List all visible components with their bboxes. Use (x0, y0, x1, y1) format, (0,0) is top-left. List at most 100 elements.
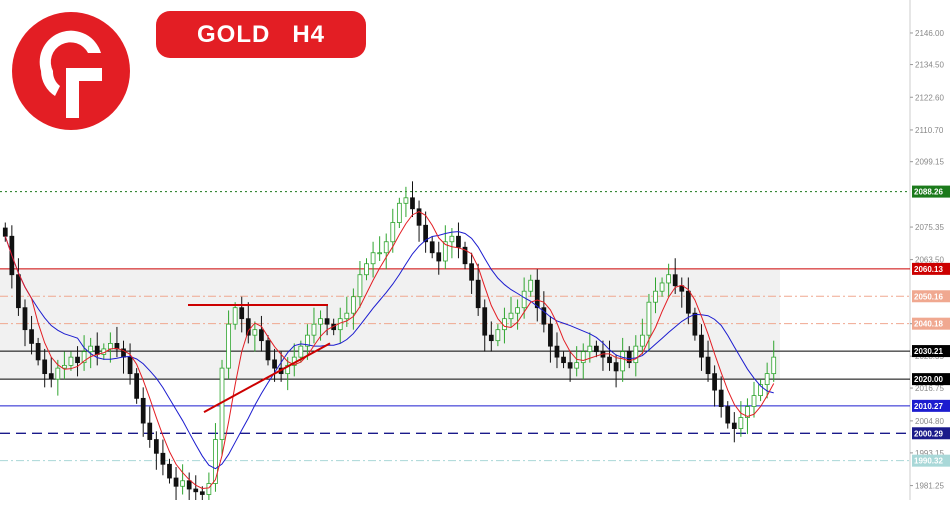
bull-candle (213, 439, 218, 484)
bear-candle (567, 362, 573, 369)
bull-candle (298, 345, 304, 358)
bull-candle (659, 282, 665, 292)
price-tick-label: 2099.15 (915, 158, 944, 167)
bull-candle (357, 274, 363, 298)
bear-candle (193, 488, 199, 493)
bull-candle (232, 307, 238, 325)
bear-candle (692, 312, 698, 336)
level-tag (912, 345, 950, 358)
bear-candle (672, 274, 678, 287)
bull-candle (528, 279, 534, 292)
price-axis-panel (910, 0, 950, 500)
timeframe-label: H4 (292, 20, 325, 48)
bear-candle (613, 362, 619, 372)
support-trendline (203, 342, 331, 413)
bear-candle (186, 480, 192, 490)
bull-candle (88, 345, 94, 353)
bull-candle (449, 235, 455, 243)
level-tag-label: 2050.16 (914, 292, 943, 301)
bull-candle (396, 202, 402, 223)
bull-candle (206, 483, 212, 495)
bull-candle (81, 351, 87, 364)
bear-candle (699, 334, 704, 358)
bull-candle (771, 356, 777, 375)
bear-candle (245, 318, 251, 336)
bear-candle (718, 389, 724, 407)
price-tick-label: 2004.80 (915, 417, 944, 426)
bear-candle (416, 208, 422, 226)
bear-candle (199, 491, 205, 495)
bear-candle (134, 373, 140, 399)
level-tag (912, 427, 950, 440)
bull-candle (758, 384, 763, 397)
level-tag-label: 2088.26 (914, 188, 943, 197)
bear-candle (29, 329, 34, 344)
level-tag-label: 2060.13 (914, 265, 943, 274)
bull-candle (633, 345, 639, 364)
bull-candle (580, 351, 586, 364)
bull-candle (666, 274, 672, 284)
bear-candle (160, 452, 166, 465)
bear-candle (423, 224, 428, 243)
slow-moving-average (4, 231, 774, 470)
bull-candle (377, 252, 383, 255)
bull-candle (639, 334, 645, 347)
level-tag (912, 185, 950, 198)
bull-candle (390, 222, 396, 243)
bear-candle (259, 329, 264, 342)
bear-candle (324, 318, 330, 325)
bear-candle (272, 359, 277, 369)
bear-candle (482, 307, 488, 336)
bear-candle (153, 439, 159, 454)
bear-candle (456, 235, 461, 248)
bull-candle (442, 241, 448, 262)
bear-candle (685, 290, 691, 314)
bull-candle (403, 197, 409, 204)
bear-candle (548, 323, 553, 347)
bear-candle (127, 356, 133, 375)
bear-candle (731, 422, 737, 429)
bear-candle (48, 373, 54, 380)
symbol-label: GOLD (196, 20, 271, 48)
bull-candle (68, 356, 74, 366)
bear-candle (554, 345, 560, 358)
bear-candle (42, 359, 48, 375)
bull-candle (344, 312, 350, 320)
level-tag-label: 2010.27 (914, 402, 943, 411)
bear-candle (94, 345, 100, 355)
bear-candle (140, 397, 146, 424)
bear-candle (16, 274, 21, 309)
bear-candle (239, 307, 245, 320)
price-tick-label: 2063.50 (915, 256, 944, 265)
price-tick-label: 2016.75 (915, 384, 944, 393)
bull-candle (226, 323, 231, 369)
bear-candle (594, 345, 599, 353)
bear-candle (725, 406, 731, 424)
bull-candle (508, 312, 514, 320)
bull-candle (107, 343, 113, 350)
bull-candle (62, 364, 67, 369)
price-tick-label: 2122.60 (915, 93, 944, 102)
bear-candle (561, 356, 566, 364)
bear-candle (173, 477, 179, 487)
level-tag (912, 262, 950, 275)
bear-candle (607, 356, 612, 364)
bull-candle (311, 323, 317, 336)
level-tag (912, 317, 950, 330)
bull-candle (620, 351, 626, 372)
bear-candle (167, 463, 172, 479)
bull-candle (751, 395, 757, 407)
bull-candle (305, 334, 310, 347)
level-tag-label: 2000.29 (914, 429, 943, 438)
bear-candle (436, 252, 442, 262)
bull-candle (574, 362, 580, 369)
bull-candle (495, 329, 501, 342)
bull-candle (364, 263, 369, 276)
bull-candle (180, 480, 185, 487)
bear-candle (35, 343, 41, 361)
level-tag-label: 2040.18 (914, 320, 943, 329)
bear-candle (75, 356, 80, 364)
bull-candle (587, 345, 593, 353)
price-tick-label: 2110.70 (915, 126, 944, 135)
